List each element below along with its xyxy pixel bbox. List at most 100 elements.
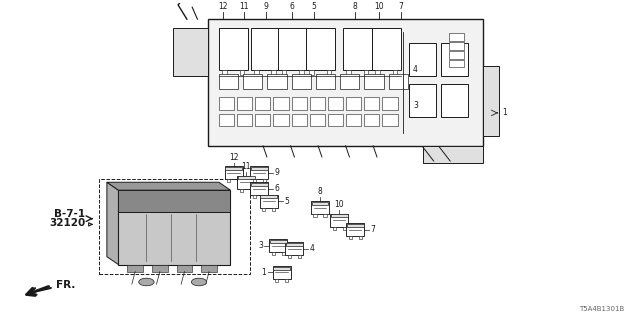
Bar [449, 34, 464, 41]
Bar [99, 179, 250, 274]
Bar [364, 114, 380, 126]
Bar [328, 97, 343, 110]
Bar [270, 240, 287, 243]
Bar [440, 84, 468, 117]
Bar [253, 195, 256, 198]
Bar [288, 255, 291, 258]
Text: T5A4B1301B: T5A4B1301B [579, 306, 624, 312]
Bar [237, 114, 252, 126]
Polygon shape [107, 182, 118, 265]
Bar [250, 166, 268, 179]
Bar [118, 190, 230, 265]
Bar [243, 74, 262, 89]
Text: 7: 7 [371, 225, 376, 234]
Bar [219, 97, 234, 110]
Bar [309, 70, 314, 75]
Text: 6: 6 [289, 2, 294, 11]
Bar [299, 70, 303, 75]
Bar [251, 28, 280, 70]
Bar [237, 97, 252, 110]
Bar [272, 252, 275, 255]
Bar [118, 190, 230, 212]
Text: 4: 4 [310, 244, 315, 253]
Bar [364, 74, 383, 89]
Bar [292, 97, 307, 110]
Bar [250, 188, 253, 192]
Bar [273, 267, 290, 270]
Bar [285, 279, 288, 282]
Bar [225, 167, 242, 170]
Bar [273, 266, 291, 279]
Bar [346, 223, 364, 236]
Bar [298, 255, 301, 258]
Text: 32120: 32120 [49, 219, 85, 228]
Bar [238, 176, 255, 180]
Bar [260, 195, 277, 198]
Bar [383, 114, 397, 126]
Bar [440, 43, 468, 76]
Bar [250, 182, 268, 195]
Bar [346, 97, 362, 110]
Bar [272, 208, 275, 211]
Bar [311, 201, 329, 214]
Bar [255, 97, 271, 110]
Bar [328, 114, 343, 126]
Bar [483, 66, 499, 136]
Text: 11: 11 [242, 162, 251, 171]
Bar [306, 28, 335, 70]
Bar [201, 265, 217, 272]
Bar [312, 202, 328, 205]
Text: 11: 11 [239, 2, 248, 11]
Text: 10: 10 [374, 2, 383, 11]
Text: 7: 7 [398, 2, 403, 11]
Bar [253, 179, 256, 182]
Bar [364, 97, 380, 110]
Text: 12: 12 [229, 153, 238, 162]
Bar [409, 84, 436, 117]
Text: 1: 1 [262, 268, 266, 277]
Bar [254, 70, 259, 75]
Bar [237, 176, 255, 188]
Bar [292, 114, 307, 126]
Bar [330, 214, 348, 227]
Bar [255, 114, 271, 126]
Text: 5: 5 [284, 197, 289, 206]
Bar [260, 195, 278, 208]
Bar [278, 28, 307, 70]
Bar [310, 97, 325, 110]
Polygon shape [107, 182, 230, 190]
Bar [364, 70, 368, 75]
Bar [268, 74, 287, 89]
Text: 8: 8 [317, 188, 323, 196]
Bar [449, 60, 464, 67]
Bar [422, 146, 483, 163]
Bar [449, 51, 464, 59]
Bar [208, 19, 483, 146]
Bar [269, 239, 287, 252]
Bar [273, 97, 289, 110]
Bar [227, 179, 230, 182]
Bar [282, 252, 285, 255]
Text: 8: 8 [353, 2, 358, 11]
Bar [310, 114, 325, 126]
Bar [127, 265, 143, 272]
Bar [219, 74, 238, 89]
Bar [225, 166, 243, 179]
Text: FR.: FR. [29, 280, 76, 295]
Circle shape [139, 278, 154, 286]
Bar [286, 243, 303, 246]
Bar [251, 167, 268, 170]
Text: 5: 5 [312, 2, 316, 11]
Text: 9: 9 [263, 2, 268, 11]
Bar [343, 28, 372, 70]
Bar [262, 179, 266, 182]
Bar [392, 70, 397, 75]
Bar [375, 70, 380, 75]
Bar [449, 42, 464, 50]
Bar [331, 214, 348, 218]
Circle shape [191, 278, 207, 286]
Bar [292, 74, 311, 89]
Bar [173, 28, 208, 76]
Bar [240, 188, 243, 192]
Bar [358, 236, 362, 239]
